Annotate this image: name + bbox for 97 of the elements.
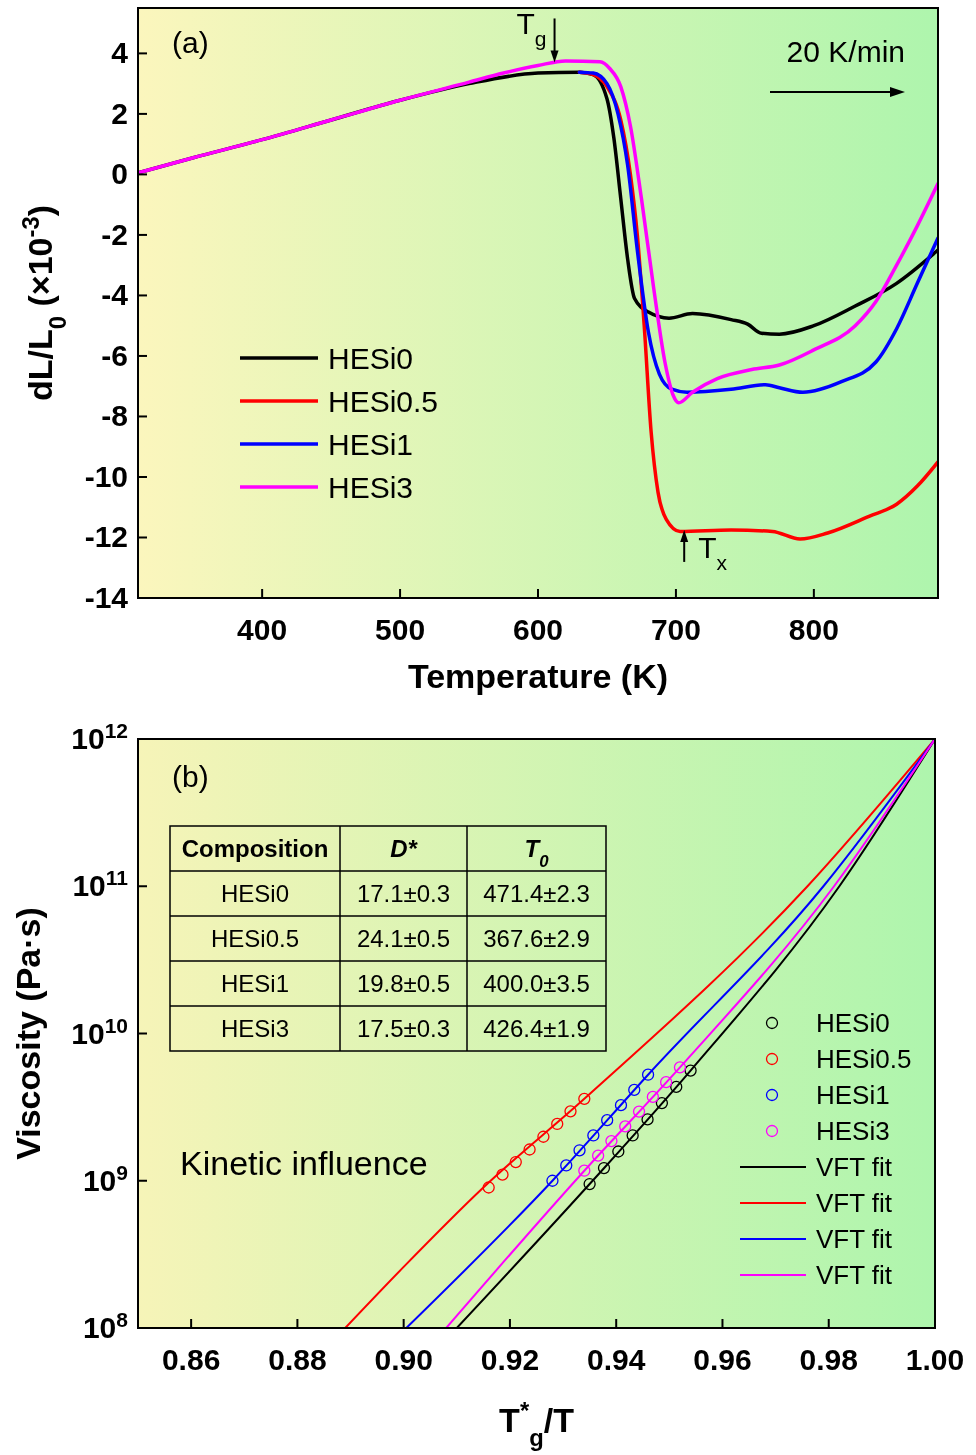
annotation: 17.5±0.3 [356, 1015, 451, 1042]
x-tick-label: 0.88 [268, 1343, 327, 1376]
y-tick-label: -10 [84, 459, 128, 493]
annotation: T$_{x}$ [698, 530, 728, 574]
y-tick-label: -6 [101, 338, 128, 372]
x-tick-label: 400 [237, 613, 288, 646]
legend-label: VFT fit [816, 1152, 893, 1183]
point [587, 1129, 600, 1142]
point [619, 1120, 632, 1133]
annotation: HESi0 [220, 880, 290, 907]
y-tick-label: -8 [101, 399, 128, 433]
y-tick-label: -4 [101, 278, 129, 312]
legend-label: VFT fit [816, 1188, 893, 1219]
x-tick-label: 600 [512, 613, 564, 646]
point [626, 1129, 639, 1142]
x-tick-label: 0.86 [161, 1343, 221, 1376]
point [655, 1096, 669, 1110]
x-tick-label: 0.94 [587, 1343, 646, 1376]
y-axis-title: Viscosity (Pa·s) [9, 907, 47, 1160]
point [684, 1064, 697, 1077]
x-tick-label: 700 [650, 613, 701, 646]
x-tick-label: 1.00 [905, 1343, 965, 1376]
annotation: D* [390, 835, 419, 862]
legend-label: HESi3 [328, 470, 414, 504]
legend-label: HESi0 [328, 341, 414, 375]
y-tick-label: -12 [84, 520, 128, 554]
legend-label: HESi0.5 [816, 1044, 912, 1075]
annotation: 24.1±0.5 [356, 925, 451, 952]
x-tick-label: 0.92 [480, 1343, 540, 1376]
legend-label: HESi0 [816, 1008, 890, 1039]
point [482, 1181, 495, 1194]
y-tick-label: 2 [111, 96, 128, 130]
point [578, 1092, 591, 1105]
annotation: 471.4±2.3 [483, 880, 590, 907]
y-tick-label: 10$^{8}$ [82, 1307, 129, 1344]
point [583, 1177, 596, 1191]
annotation: T$_{0}$ [524, 835, 550, 871]
point [578, 1164, 591, 1177]
x-axis-title: Temperature (K) [407, 657, 669, 695]
point [632, 1105, 646, 1118]
point [601, 1113, 614, 1127]
annotation: HESi3 [220, 1015, 290, 1042]
point [605, 1134, 618, 1148]
y-tick-label: 10$^{10}$ [71, 1013, 128, 1050]
annotation: 400.0±3.5 [483, 970, 590, 997]
y-tick-label: 0 [111, 157, 128, 191]
point [614, 1099, 628, 1112]
y-tick-label: 10$^{12}$ [71, 718, 128, 755]
x-tick-label: 0.98 [799, 1343, 858, 1376]
annotation: (b) [172, 760, 209, 793]
legend-label: HESi0.5 [328, 384, 439, 418]
point [612, 1145, 625, 1158]
line-series [577, 70, 938, 395]
annotation: Composition [181, 835, 329, 862]
point [546, 1174, 559, 1187]
x-tick-label: 0.96 [693, 1343, 752, 1376]
x-tick-label: 0.90 [374, 1343, 433, 1376]
annotation: Kinetic influence [180, 1144, 428, 1182]
point [560, 1159, 573, 1172]
point [660, 1076, 673, 1089]
x-tick-label: 800 [788, 613, 839, 646]
legend-label: HESi1 [328, 427, 414, 461]
y-tick-label: -14 [84, 581, 129, 614]
point [670, 1080, 683, 1094]
point [551, 1117, 564, 1131]
y-tick-label: 4 [111, 36, 129, 70]
legend-label: VFT fit [816, 1260, 893, 1291]
point [537, 1130, 550, 1143]
point [673, 1061, 687, 1074]
x-axis-title: T$^{*}$$_{g}$/T [499, 1396, 575, 1451]
annotation: HESi1 [220, 970, 290, 997]
annotation: (a) [172, 26, 209, 59]
annotation: 17.1±0.3 [356, 880, 451, 907]
point [573, 1144, 586, 1157]
legend-label: HESi1 [816, 1080, 890, 1111]
point [641, 1113, 654, 1126]
y-tick-label: -2 [101, 217, 128, 251]
point [591, 1149, 605, 1162]
point [509, 1155, 522, 1169]
point [628, 1083, 641, 1097]
annotation: 20 K/min [786, 35, 905, 68]
y-tick-label: 10$^{11}$ [72, 865, 129, 903]
annotation: HESi0.5 [210, 925, 300, 952]
y-tick-label: 10$^{9}$ [82, 1160, 128, 1197]
annotation: 19.8±0.5 [356, 970, 451, 997]
x-tick-label: 500 [375, 613, 426, 646]
point [646, 1090, 660, 1104]
annotation: T$_{g}$ [516, 7, 547, 50]
annotation: 426.4±1.9 [483, 1015, 590, 1042]
annotation: 367.6±2.9 [483, 925, 590, 952]
point [496, 1168, 509, 1181]
point [523, 1143, 536, 1156]
point [641, 1068, 655, 1081]
legend-label: VFT fit [816, 1224, 893, 1255]
point [597, 1161, 611, 1175]
point [564, 1105, 577, 1118]
legend-label: HESi3 [816, 1116, 890, 1147]
